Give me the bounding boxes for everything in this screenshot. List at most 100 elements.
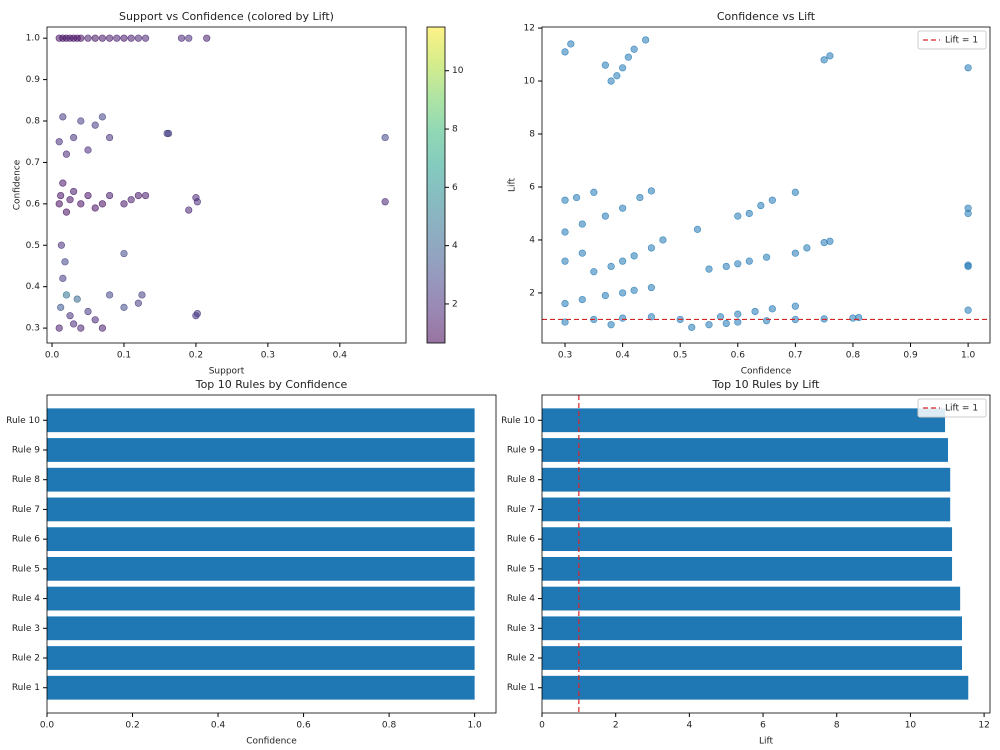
subplot: Confidence vs Lift Confidence Lift 0.3 0.4 0.…	[508, 10, 991, 377]
y-tick-label: Rule 5	[507, 564, 535, 574]
x-tick-label: 0.0	[45, 351, 60, 361]
y-tick-label: Rule 5	[12, 564, 40, 574]
scatter-point	[70, 133, 78, 142]
y-tick-label: 0.9	[26, 75, 41, 85]
colorbar-tick-label: 4	[452, 241, 458, 251]
scatter-point	[619, 64, 627, 72]
plot-area	[55, 34, 389, 332]
x-tick-label: 0.0	[40, 721, 55, 731]
scatter-point	[607, 77, 615, 85]
subplot: Support vs Confidence (colored by Lift) S…	[13, 10, 464, 377]
scatter-point	[590, 188, 598, 196]
x-tick-label: 0.8	[846, 351, 861, 361]
scatter-point	[791, 302, 799, 310]
y-tick-label: 12	[524, 24, 535, 34]
colorbar-tick-label: 6	[452, 183, 458, 193]
scatter-point	[98, 34, 106, 42]
scatter-point	[791, 188, 799, 196]
scatter-point	[601, 291, 609, 300]
scatter-point	[55, 138, 63, 146]
scatter-point	[185, 206, 193, 214]
scatter-point	[619, 314, 627, 322]
scatter-point	[688, 323, 696, 331]
scatter-point	[601, 212, 609, 220]
x-tick-label: 0.3	[261, 351, 275, 361]
y-tick-label: Rule 1	[507, 683, 535, 693]
scatter-point	[73, 295, 81, 303]
y-tick-label: 8	[529, 130, 535, 140]
scatter-point	[826, 237, 834, 245]
scatter-point	[127, 196, 135, 204]
scatter-point	[768, 196, 776, 204]
scatter-point	[561, 48, 569, 56]
scatter-point	[624, 53, 632, 61]
bar	[542, 586, 961, 611]
scatter-point	[70, 187, 78, 196]
scatter-point	[55, 324, 63, 332]
scatter-point	[607, 262, 615, 271]
y-tick-label: 0.4	[26, 282, 41, 292]
x-tick-label: 12	[978, 721, 989, 731]
x-tick-label: 0.8	[382, 721, 397, 731]
y-tick-label: Rule 4	[507, 594, 535, 604]
scatter-point	[57, 241, 65, 249]
bar	[542, 438, 948, 462]
scatter-point	[84, 191, 92, 200]
y-tick-label: Rule 8	[12, 475, 40, 485]
scatter-point	[77, 200, 85, 208]
y-tick-label: Rule 3	[12, 624, 40, 634]
legend-label: Lift = 1	[945, 36, 978, 46]
colorbar-tick-label: 10	[452, 66, 464, 76]
scatter-point	[84, 146, 92, 154]
colorbar-tick-label: 8	[452, 125, 458, 135]
subplot-title: Support vs Confidence (colored by Lift)	[119, 10, 334, 23]
scatter-point	[57, 303, 65, 311]
x-tick-label: 0.7	[788, 351, 802, 361]
scatter-point	[561, 299, 569, 308]
scatter-point	[141, 34, 150, 42]
scatter-point	[561, 228, 569, 236]
axes-frame	[46, 394, 497, 714]
x-tick-label: 0.3	[558, 351, 572, 361]
scatter-point	[185, 34, 193, 42]
y-tick-label: Rule 8	[507, 475, 535, 485]
scatter-point	[619, 289, 627, 297]
scatter-point	[91, 34, 99, 42]
scatter-point	[59, 113, 67, 121]
bar	[542, 616, 962, 641]
scatter-point	[734, 318, 742, 326]
bar	[542, 646, 962, 670]
scatter-point	[561, 196, 569, 204]
scatter-point	[734, 310, 742, 318]
scatter-point	[98, 113, 106, 121]
scatter-point	[381, 198, 389, 206]
scatter-point	[607, 321, 615, 329]
y-tick-label: 2	[529, 288, 535, 298]
x-tick-label: 0.2	[189, 351, 203, 361]
y-tick-label: 0.8	[26, 117, 41, 127]
scatter-point	[381, 133, 389, 142]
scatter-point	[826, 52, 834, 60]
scatter-point	[55, 200, 63, 208]
colorbar-tick-label: 2	[452, 299, 458, 309]
legend-box	[917, 398, 987, 418]
bar	[47, 616, 475, 641]
bar	[47, 675, 475, 700]
bar	[542, 527, 953, 552]
scatter-point	[693, 225, 702, 233]
y-tick-label: Rule 2	[12, 654, 40, 664]
y-tick-label: Rule 1	[12, 683, 40, 693]
scatter-point	[98, 200, 106, 208]
scatter-point	[77, 324, 85, 332]
scatter-point	[120, 34, 128, 42]
scatter-point	[561, 257, 569, 265]
scatter-point	[59, 179, 67, 187]
scatter-point	[705, 321, 713, 329]
x-axis-label: Support	[209, 367, 245, 377]
scatter-point	[91, 121, 99, 129]
y-tick-label: Rule 4	[12, 594, 40, 604]
scatter-point	[62, 208, 71, 216]
y-tick-label: 10	[524, 77, 536, 87]
scatter-point	[127, 34, 135, 42]
